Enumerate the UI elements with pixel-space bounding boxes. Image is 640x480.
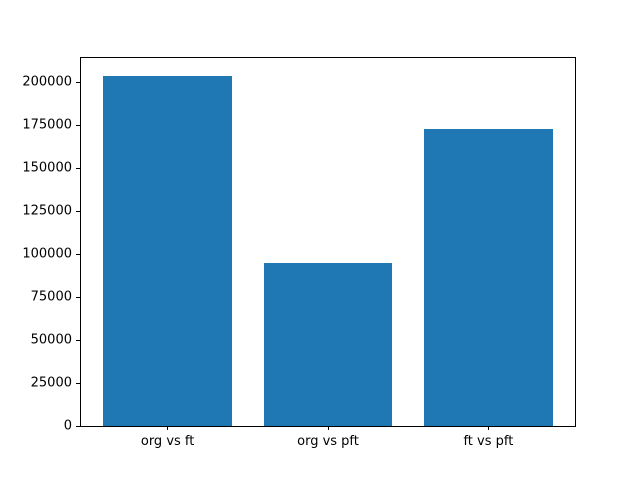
x-tick-label: org vs ft: [140, 434, 195, 449]
y-tick-mark: [76, 210, 80, 212]
plot-area: 0 25000 50000 75000 100000 125000 150000 175000…: [22, 57, 576, 448]
y-tick-mark: [76, 253, 80, 255]
y-tick-label: 25000: [30, 375, 72, 391]
x-tick-label: ft vs pft: [463, 434, 514, 449]
y-tick-mark: [76, 382, 80, 384]
x-tick-label: org vs pft: [297, 434, 359, 449]
y-tick-label: 0: [63, 418, 72, 434]
x-tick-mark: [167, 426, 169, 430]
y-tick-label: 125000: [22, 203, 72, 219]
y-tick-label: 175000: [22, 117, 72, 133]
y-tick-label: 150000: [22, 160, 72, 176]
x-tick-mark: [487, 426, 489, 430]
y-tick-mark: [76, 339, 80, 341]
y-tick-mark: [76, 124, 80, 126]
x-axis-ticks: org vs ft org vs pft ft vs pft: [81, 58, 575, 448]
y-tick-mark: [76, 81, 80, 83]
y-tick-mark: [76, 167, 80, 169]
y-tick-label: 200000: [22, 74, 72, 90]
y-tick-label: 75000: [30, 289, 72, 305]
y-tick-label: 100000: [22, 246, 72, 262]
y-tick-label: 50000: [30, 332, 72, 348]
bar-ft-vs-pft: [424, 128, 553, 426]
x-tick-mark: [327, 426, 329, 430]
y-tick-mark: [76, 296, 80, 298]
bar-org-vs-ft: [103, 75, 232, 426]
bars-layer: [81, 58, 575, 426]
bar-org-vs-pft: [263, 262, 393, 426]
y-tick-mark: [76, 425, 80, 427]
y-axis-ticks: 0 25000 50000 75000 100000 125000 150000 175000…: [22, 58, 575, 433]
